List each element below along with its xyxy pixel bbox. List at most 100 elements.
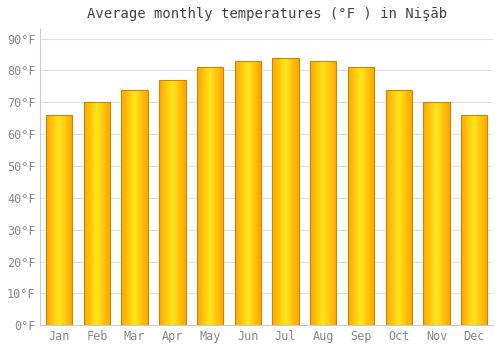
Bar	[216, 67, 217, 325]
Bar	[353, 67, 354, 325]
Bar	[98, 102, 99, 325]
Bar	[131, 90, 132, 325]
Bar	[479, 115, 480, 325]
Bar	[142, 90, 143, 325]
Bar	[122, 90, 123, 325]
Bar	[209, 67, 210, 325]
Bar	[363, 67, 364, 325]
Bar	[57, 115, 58, 325]
Bar	[272, 58, 299, 325]
Bar	[351, 67, 352, 325]
Bar	[71, 115, 72, 325]
Bar	[388, 90, 389, 325]
Bar	[254, 61, 255, 325]
Bar	[255, 61, 256, 325]
Bar	[244, 61, 245, 325]
Bar	[60, 115, 61, 325]
Bar	[86, 102, 87, 325]
Bar	[84, 102, 110, 325]
Bar	[359, 67, 360, 325]
Bar	[314, 61, 315, 325]
Bar	[447, 102, 448, 325]
Bar	[287, 58, 288, 325]
Bar	[107, 102, 108, 325]
Bar	[461, 115, 462, 325]
Bar	[205, 67, 206, 325]
Bar	[432, 102, 433, 325]
Bar	[386, 90, 412, 325]
Bar	[433, 102, 434, 325]
Bar	[100, 102, 101, 325]
Bar	[97, 102, 98, 325]
Bar	[288, 58, 289, 325]
Bar	[240, 61, 241, 325]
Bar	[62, 115, 63, 325]
Bar	[55, 115, 56, 325]
Bar	[276, 58, 277, 325]
Bar	[321, 61, 322, 325]
Bar	[476, 115, 477, 325]
Bar	[463, 115, 464, 325]
Bar	[103, 102, 104, 325]
Bar	[175, 80, 176, 325]
Bar	[368, 67, 369, 325]
Bar	[65, 115, 66, 325]
Bar	[328, 61, 329, 325]
Bar	[440, 102, 441, 325]
Bar	[206, 67, 207, 325]
Bar	[170, 80, 171, 325]
Bar	[91, 102, 92, 325]
Bar	[138, 90, 139, 325]
Bar	[127, 90, 128, 325]
Bar	[199, 67, 200, 325]
Bar	[425, 102, 426, 325]
Bar	[171, 80, 172, 325]
Bar	[392, 90, 393, 325]
Bar	[310, 61, 311, 325]
Bar	[126, 90, 127, 325]
Bar	[362, 67, 363, 325]
Bar	[140, 90, 141, 325]
Bar	[92, 102, 93, 325]
Bar	[181, 80, 182, 325]
Bar	[318, 61, 319, 325]
Bar	[63, 115, 64, 325]
Bar	[241, 61, 242, 325]
Bar	[173, 80, 174, 325]
Bar	[483, 115, 484, 325]
Bar	[358, 67, 359, 325]
Bar	[446, 102, 447, 325]
Bar	[468, 115, 469, 325]
Bar	[130, 90, 131, 325]
Bar	[370, 67, 371, 325]
Bar	[239, 61, 240, 325]
Bar	[386, 90, 387, 325]
Bar	[183, 80, 184, 325]
Bar	[396, 90, 397, 325]
Bar	[58, 115, 59, 325]
Bar	[61, 115, 62, 325]
Bar	[291, 58, 292, 325]
Bar	[350, 67, 351, 325]
Bar	[46, 115, 72, 325]
Bar	[297, 58, 298, 325]
Bar	[168, 80, 169, 325]
Bar	[124, 90, 125, 325]
Bar	[256, 61, 257, 325]
Bar	[445, 102, 446, 325]
Bar	[249, 61, 250, 325]
Bar	[128, 90, 129, 325]
Bar	[210, 67, 211, 325]
Bar	[475, 115, 476, 325]
Bar	[84, 102, 85, 325]
Bar	[167, 80, 168, 325]
Bar	[54, 115, 55, 325]
Bar	[48, 115, 49, 325]
Bar	[177, 80, 178, 325]
Bar	[208, 67, 209, 325]
Bar	[477, 115, 478, 325]
Bar	[387, 90, 388, 325]
Bar	[197, 67, 224, 325]
Bar	[356, 67, 357, 325]
Bar	[360, 67, 361, 325]
